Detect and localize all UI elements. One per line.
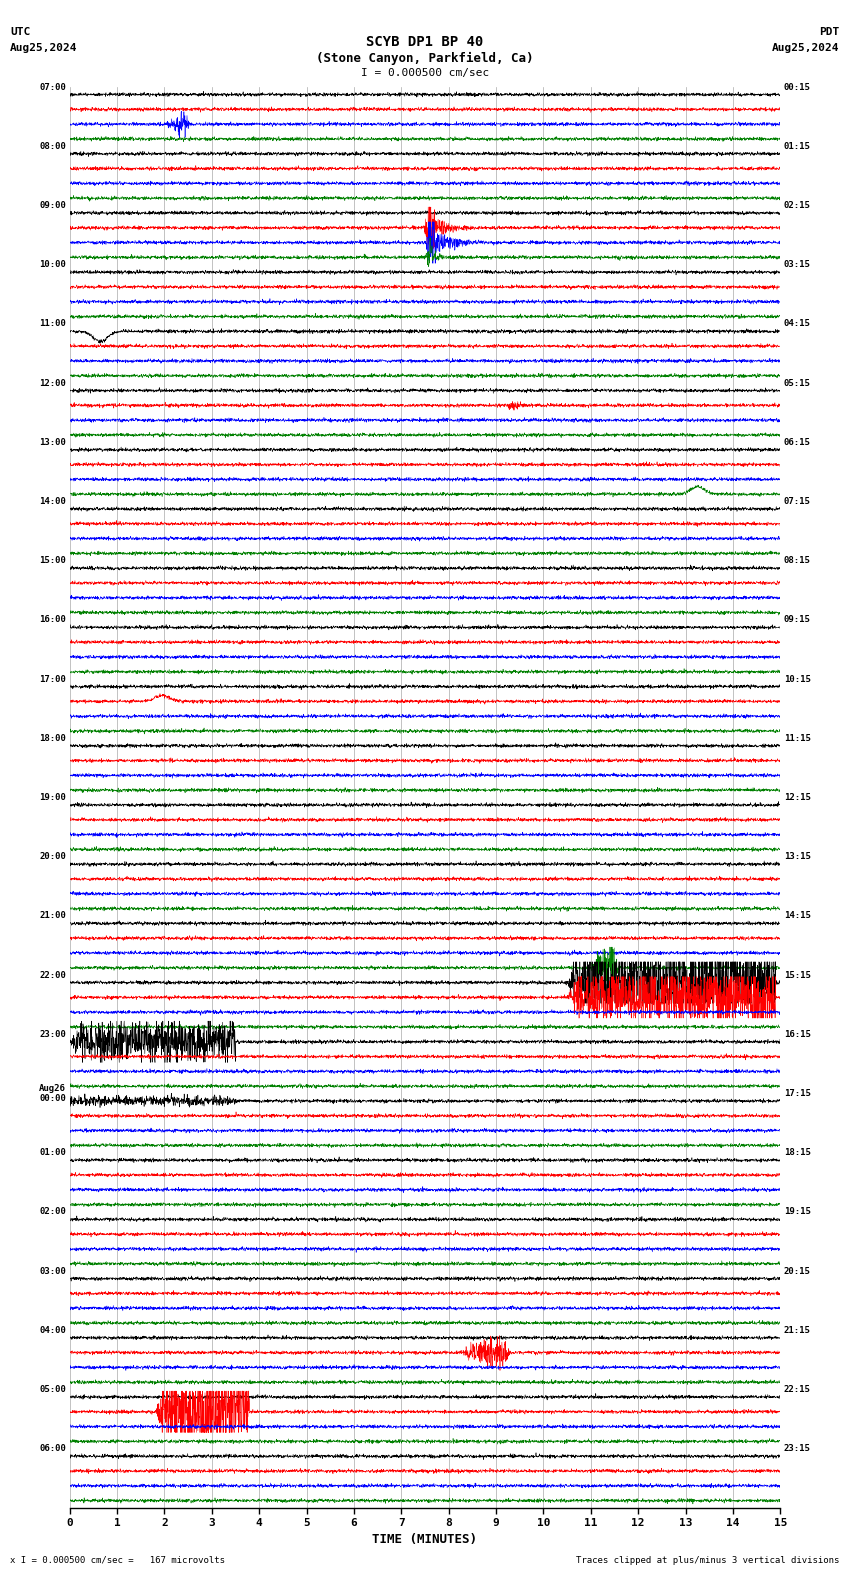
Text: 12:15: 12:15 bbox=[784, 794, 811, 802]
Text: 15:15: 15:15 bbox=[784, 971, 811, 979]
Text: 06:15: 06:15 bbox=[784, 437, 811, 447]
Text: Aug25,2024: Aug25,2024 bbox=[10, 43, 77, 52]
Text: 05:15: 05:15 bbox=[784, 379, 811, 388]
Text: 08:00: 08:00 bbox=[39, 143, 66, 150]
Text: 12:00: 12:00 bbox=[39, 379, 66, 388]
Text: 03:00: 03:00 bbox=[39, 1267, 66, 1275]
Text: 17:00: 17:00 bbox=[39, 675, 66, 684]
Text: 00:15: 00:15 bbox=[784, 82, 811, 92]
Text: I = 0.000500 cm/sec: I = 0.000500 cm/sec bbox=[361, 68, 489, 78]
Text: x I = 0.000500 cm/sec =   167 microvolts: x I = 0.000500 cm/sec = 167 microvolts bbox=[10, 1555, 225, 1565]
Text: 07:00: 07:00 bbox=[39, 82, 66, 92]
Text: 02:15: 02:15 bbox=[784, 201, 811, 211]
Text: 16:00: 16:00 bbox=[39, 616, 66, 624]
Text: SCYB DP1 BP 40: SCYB DP1 BP 40 bbox=[366, 35, 484, 49]
Text: 15:00: 15:00 bbox=[39, 556, 66, 565]
Text: 22:00: 22:00 bbox=[39, 971, 66, 979]
Text: 01:15: 01:15 bbox=[784, 143, 811, 150]
Text: 17:15: 17:15 bbox=[784, 1090, 811, 1098]
Text: 02:00: 02:00 bbox=[39, 1207, 66, 1217]
Text: 10:00: 10:00 bbox=[39, 260, 66, 269]
Text: 10:15: 10:15 bbox=[784, 675, 811, 684]
Text: 08:15: 08:15 bbox=[784, 556, 811, 565]
Text: 21:15: 21:15 bbox=[784, 1326, 811, 1335]
Text: 20:15: 20:15 bbox=[784, 1267, 811, 1275]
Text: 16:15: 16:15 bbox=[784, 1030, 811, 1039]
X-axis label: TIME (MINUTES): TIME (MINUTES) bbox=[372, 1533, 478, 1546]
Text: 23:00: 23:00 bbox=[39, 1030, 66, 1039]
Text: 13:00: 13:00 bbox=[39, 437, 66, 447]
Text: 23:15: 23:15 bbox=[784, 1445, 811, 1453]
Text: 09:00: 09:00 bbox=[39, 201, 66, 211]
Text: 18:00: 18:00 bbox=[39, 733, 66, 743]
Text: 14:15: 14:15 bbox=[784, 911, 811, 920]
Text: 07:15: 07:15 bbox=[784, 497, 811, 505]
Text: 13:15: 13:15 bbox=[784, 852, 811, 862]
Text: 04:00: 04:00 bbox=[39, 1326, 66, 1335]
Text: PDT: PDT bbox=[819, 27, 840, 36]
Text: 18:15: 18:15 bbox=[784, 1148, 811, 1158]
Text: 01:00: 01:00 bbox=[39, 1148, 66, 1158]
Text: Aug26
00:00: Aug26 00:00 bbox=[39, 1083, 66, 1102]
Text: 11:15: 11:15 bbox=[784, 733, 811, 743]
Text: Aug25,2024: Aug25,2024 bbox=[773, 43, 840, 52]
Text: UTC: UTC bbox=[10, 27, 31, 36]
Text: 05:00: 05:00 bbox=[39, 1384, 66, 1394]
Text: 11:00: 11:00 bbox=[39, 320, 66, 328]
Text: 21:00: 21:00 bbox=[39, 911, 66, 920]
Text: 06:00: 06:00 bbox=[39, 1445, 66, 1453]
Text: 19:00: 19:00 bbox=[39, 794, 66, 802]
Text: 19:15: 19:15 bbox=[784, 1207, 811, 1217]
Text: Traces clipped at plus/minus 3 vertical divisions: Traces clipped at plus/minus 3 vertical … bbox=[576, 1555, 840, 1565]
Text: 03:15: 03:15 bbox=[784, 260, 811, 269]
Text: (Stone Canyon, Parkfield, Ca): (Stone Canyon, Parkfield, Ca) bbox=[316, 52, 534, 65]
Text: 14:00: 14:00 bbox=[39, 497, 66, 505]
Text: 09:15: 09:15 bbox=[784, 616, 811, 624]
Text: 04:15: 04:15 bbox=[784, 320, 811, 328]
Text: 20:00: 20:00 bbox=[39, 852, 66, 862]
Text: 22:15: 22:15 bbox=[784, 1384, 811, 1394]
